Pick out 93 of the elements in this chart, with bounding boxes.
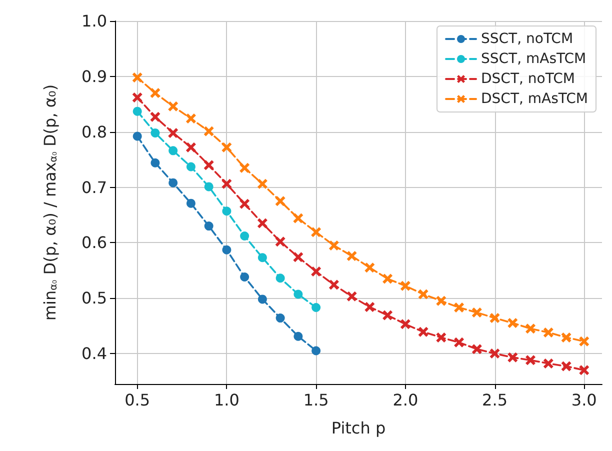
- point: [132, 106, 142, 116]
- point: [186, 162, 196, 172]
- y-axis-title: minα₀ D(p, α₀) / maxα₀ D(p, α₀): [40, 84, 60, 321]
- point: [276, 314, 285, 323]
- legend-label: DSCT, mAsTCM: [481, 91, 588, 107]
- point: [364, 262, 375, 273]
- point: [240, 232, 250, 241]
- point: [418, 289, 428, 300]
- point: [508, 352, 518, 362]
- point: [579, 365, 590, 376]
- y-tick-label: 0.6: [82, 233, 107, 252]
- point: [258, 253, 267, 262]
- point: [328, 240, 339, 250]
- point: [454, 302, 464, 313]
- point: [168, 178, 178, 188]
- point: [400, 319, 410, 330]
- point: [294, 290, 303, 299]
- point: [346, 291, 357, 302]
- point: [364, 302, 375, 312]
- point: [150, 158, 160, 168]
- point: [490, 313, 500, 324]
- point: [436, 332, 446, 342]
- point: [508, 318, 518, 328]
- point: [275, 236, 286, 247]
- point: [186, 114, 196, 124]
- point: [382, 274, 393, 284]
- point: [561, 332, 572, 342]
- point: [258, 294, 267, 304]
- point: [312, 303, 321, 312]
- point: [222, 142, 232, 152]
- point: [186, 198, 196, 208]
- point: [168, 146, 178, 156]
- point: [311, 227, 322, 238]
- point: [543, 358, 554, 368]
- legend-label: DSCT, noTCM: [481, 71, 575, 87]
- point: [240, 198, 250, 209]
- point: [294, 332, 303, 341]
- point: [168, 128, 178, 138]
- point: [400, 280, 410, 291]
- point: [240, 162, 250, 173]
- point: [382, 310, 393, 320]
- legend-label: SSCT, mAsTCM: [481, 51, 586, 67]
- point: [275, 196, 286, 206]
- point: [543, 327, 554, 338]
- point: [168, 101, 178, 112]
- point: [222, 178, 232, 189]
- point: [579, 336, 590, 346]
- x-tick-label: 0.5: [124, 390, 150, 410]
- point: [150, 128, 160, 138]
- point: [186, 142, 196, 152]
- y-tick-label: 0.4: [82, 344, 107, 364]
- point: [311, 266, 322, 276]
- point: [312, 346, 321, 356]
- x-tick-label: 2.5: [482, 390, 508, 410]
- x-tick-label: 3.0: [571, 390, 597, 410]
- point: [150, 112, 160, 122]
- x-tick-label: 2.0: [392, 390, 418, 410]
- point: [204, 222, 214, 231]
- y-tick-label: 0.5: [82, 288, 107, 308]
- y-tick-label: 0.9: [82, 66, 107, 86]
- point: [436, 296, 446, 306]
- x-axis-title: Pitch p: [331, 418, 386, 438]
- y-tick-label: 0.7: [82, 178, 107, 197]
- point: [276, 274, 285, 283]
- point: [132, 132, 142, 141]
- point: [222, 206, 232, 216]
- point: [257, 218, 268, 228]
- point: [257, 178, 268, 189]
- point: [240, 272, 250, 282]
- point: [204, 126, 214, 136]
- point: [561, 361, 572, 372]
- point: [526, 355, 536, 366]
- point: [204, 160, 214, 170]
- y-tick-label: 1.0: [82, 12, 107, 30]
- point: [132, 72, 142, 83]
- x-tick-label: 1.0: [214, 390, 240, 410]
- point: [132, 92, 142, 102]
- point: [418, 326, 428, 337]
- point: [222, 245, 232, 254]
- point: [472, 344, 482, 354]
- point: [490, 348, 500, 359]
- point: [454, 337, 464, 348]
- point: [204, 182, 214, 192]
- y-tick-label: 0.8: [82, 122, 107, 142]
- x-tick-label: 1.5: [303, 390, 329, 410]
- point: [328, 280, 339, 290]
- point: [346, 250, 357, 261]
- legend-label: SSCT, noTCM: [481, 31, 574, 47]
- point: [526, 324, 536, 334]
- point: [293, 213, 304, 224]
- point: [293, 252, 304, 262]
- point: [472, 308, 482, 318]
- point: [150, 88, 160, 98]
